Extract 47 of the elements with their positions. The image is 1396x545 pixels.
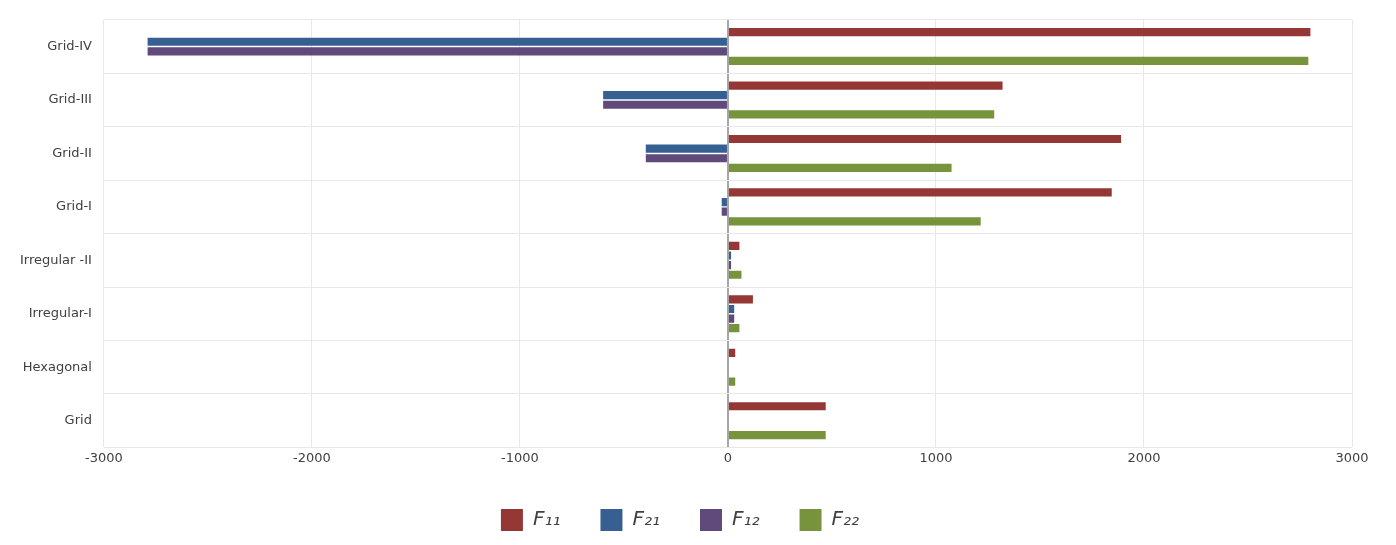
bar [603, 100, 727, 109]
legend-label: F₂₁ [632, 506, 661, 531]
bar [728, 188, 1112, 197]
x-tick-label: 0 [723, 449, 733, 465]
bar [728, 163, 952, 172]
y-tick-label: Irregular -II [19, 251, 92, 267]
y-tick-label: Irregular-I [28, 305, 92, 321]
bar [721, 197, 727, 207]
bar [728, 377, 736, 386]
bar [728, 56, 1309, 66]
bar [728, 431, 826, 440]
x-tick-label: 2000 [1127, 449, 1161, 465]
y-tick-label: Grid-II [52, 144, 92, 160]
legend-label: F₂₂ [831, 506, 860, 531]
bar [645, 144, 727, 153]
bar [721, 207, 727, 216]
bar [728, 261, 732, 270]
bar [728, 270, 742, 279]
bar [728, 295, 753, 304]
bar [728, 28, 1311, 37]
bar [728, 304, 735, 314]
x-tick-label: -2000 [293, 449, 331, 465]
bar [728, 324, 740, 333]
bar [728, 402, 826, 411]
x-tick-label: 3000 [1335, 449, 1369, 465]
bar [728, 241, 740, 250]
x-tick-label: 1000 [919, 449, 953, 465]
y-tick-label: Grid-IV [47, 37, 93, 53]
bar [603, 91, 727, 100]
x-tick-label: -3000 [85, 449, 123, 465]
legend-label: F₁₂ [732, 506, 760, 531]
x-tick-label: -1000 [501, 449, 539, 465]
bar [147, 37, 727, 46]
bar [728, 81, 1003, 90]
y-tick-label: Hexagonal [22, 358, 92, 374]
bar [728, 217, 981, 226]
bar [728, 314, 735, 323]
bar [728, 251, 732, 260]
legend-label: F₁₁ [532, 506, 561, 531]
bar [728, 134, 1122, 144]
y-tick-label: Grid [64, 412, 92, 428]
bar [147, 47, 727, 56]
y-tick-label: Grid-III [48, 91, 92, 107]
y-tick-label: Grid-I [56, 198, 92, 214]
bar [645, 154, 727, 163]
bar [728, 110, 995, 119]
bar [728, 348, 736, 357]
